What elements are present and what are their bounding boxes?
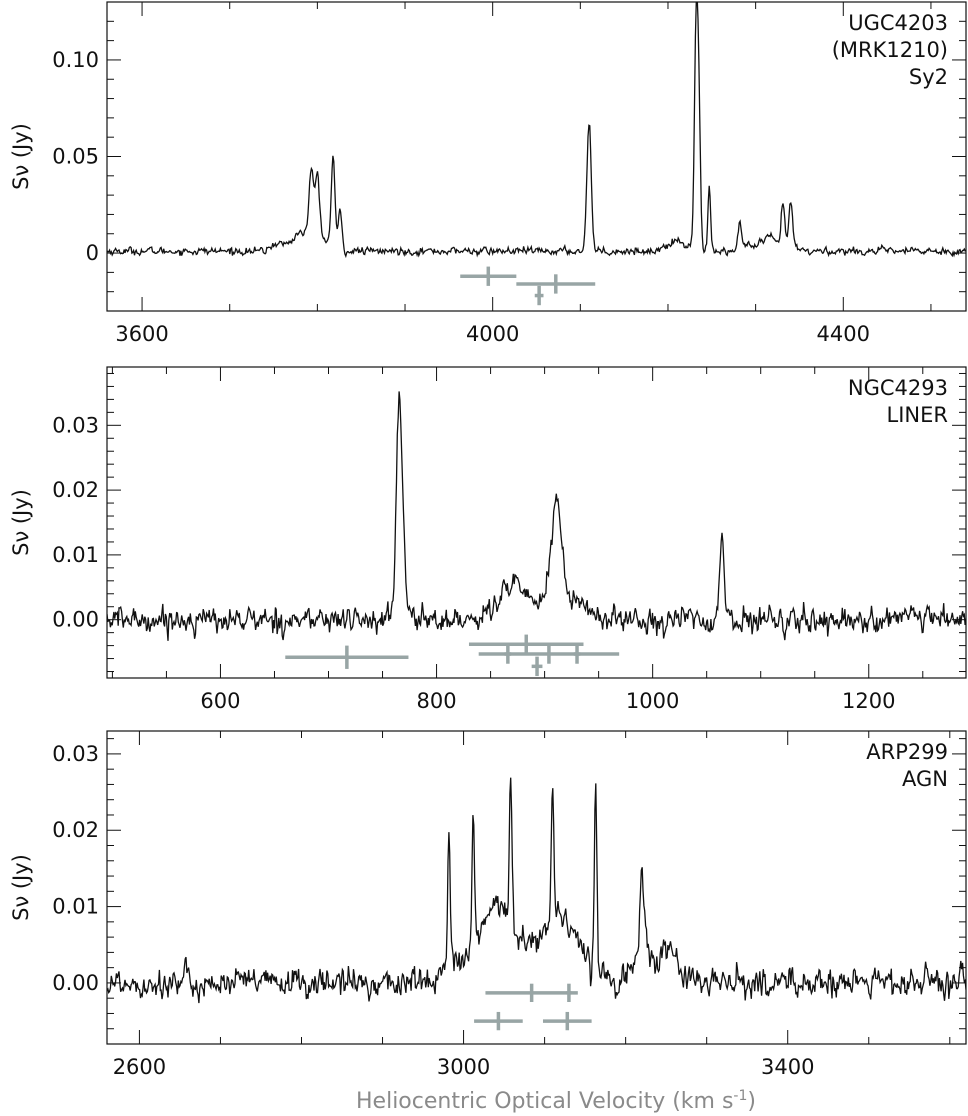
velocity-marker xyxy=(285,645,409,669)
panel-annotation: Sy2 xyxy=(909,65,948,89)
y-tick-label: 0.10 xyxy=(52,48,99,72)
y-tick-label: 0.05 xyxy=(52,145,99,169)
panel-annotation: AGN xyxy=(902,767,948,791)
x-tick-label: 4000 xyxy=(466,322,519,346)
panel-annotation: (MRK1210) xyxy=(832,38,948,62)
velocity-marker xyxy=(531,656,543,677)
y-tick-label: 0.00 xyxy=(52,608,99,632)
y-axis-label: Sν (Jy) xyxy=(9,854,33,921)
panel-annotation: ARP299 xyxy=(866,740,948,764)
velocity-marker xyxy=(566,983,572,1003)
x-tick-label: 800 xyxy=(417,689,457,713)
spectrum-line-3 xyxy=(107,777,966,1004)
x-tick-label: 4400 xyxy=(817,322,870,346)
y-tick-label: 0.02 xyxy=(52,478,99,502)
plot-frame-2 xyxy=(106,366,967,679)
x-tick-label: 2600 xyxy=(113,1055,166,1079)
y-tick-label: 0.01 xyxy=(52,895,99,919)
y-tick-label: 0.03 xyxy=(52,742,99,766)
x-tick-label: 3400 xyxy=(761,1055,814,1079)
y-tick-label: 0.00 xyxy=(52,971,99,995)
y-axis-label: Sν (Jy) xyxy=(9,123,33,190)
velocity-marker xyxy=(460,266,517,286)
panel-annotation: NGC4293 xyxy=(848,376,948,400)
velocity-marker xyxy=(504,644,512,664)
y-tick-label: 0.02 xyxy=(52,818,99,842)
panel-3: 2600 3000 3400 0.00 0.01 0.02 0.03 Sν (Jy) ARP29… xyxy=(9,730,967,1079)
panel-annotation: UGC4203 xyxy=(848,11,948,35)
x-tick-label: 1000 xyxy=(626,689,679,713)
velocity-marker xyxy=(485,983,578,1003)
velocity-marker xyxy=(516,274,596,294)
spectrum-line-1 xyxy=(107,2,966,259)
x-axis-label-superscript: -1 xyxy=(733,1088,747,1104)
velocity-marker xyxy=(534,285,544,306)
y-tick-label: 0.03 xyxy=(52,413,99,437)
x-tick-label: 600 xyxy=(200,689,240,713)
x-axis-label: Heliocentric Optical Velocity (km s-1) xyxy=(356,1088,756,1114)
velocity-marker xyxy=(573,644,581,664)
velocity-marker xyxy=(474,1011,523,1031)
y-tick-label: 0.01 xyxy=(52,543,99,567)
plot-frame-3 xyxy=(106,730,967,1045)
velocity-marker xyxy=(468,634,584,655)
velocity-marker xyxy=(478,644,620,664)
x-tick-label: 1200 xyxy=(842,689,895,713)
x-tick-label: 3600 xyxy=(115,322,168,346)
spectrum-line-2 xyxy=(107,391,966,641)
x-axis-label-main: Heliocentric Optical Velocity (km s xyxy=(356,1089,733,1114)
panel-1: 3600 4000 4400 0 0.05 0.10 Sν (Jy) UGC4203 (MRK1… xyxy=(9,1,967,346)
velocity-marker xyxy=(542,1011,592,1031)
y-axis-label: Sν (Jy) xyxy=(9,489,33,556)
panel-2: 600 800 1000 1200 0.00 0.01 0.02 0.03 Sν (Jy) NGC… xyxy=(9,366,967,713)
y-tick-label: 0 xyxy=(86,241,99,265)
x-axis-label-end: ) xyxy=(747,1089,756,1114)
x-tick-label: 3000 xyxy=(437,1055,490,1079)
panel-annotation: LINER xyxy=(887,403,948,427)
